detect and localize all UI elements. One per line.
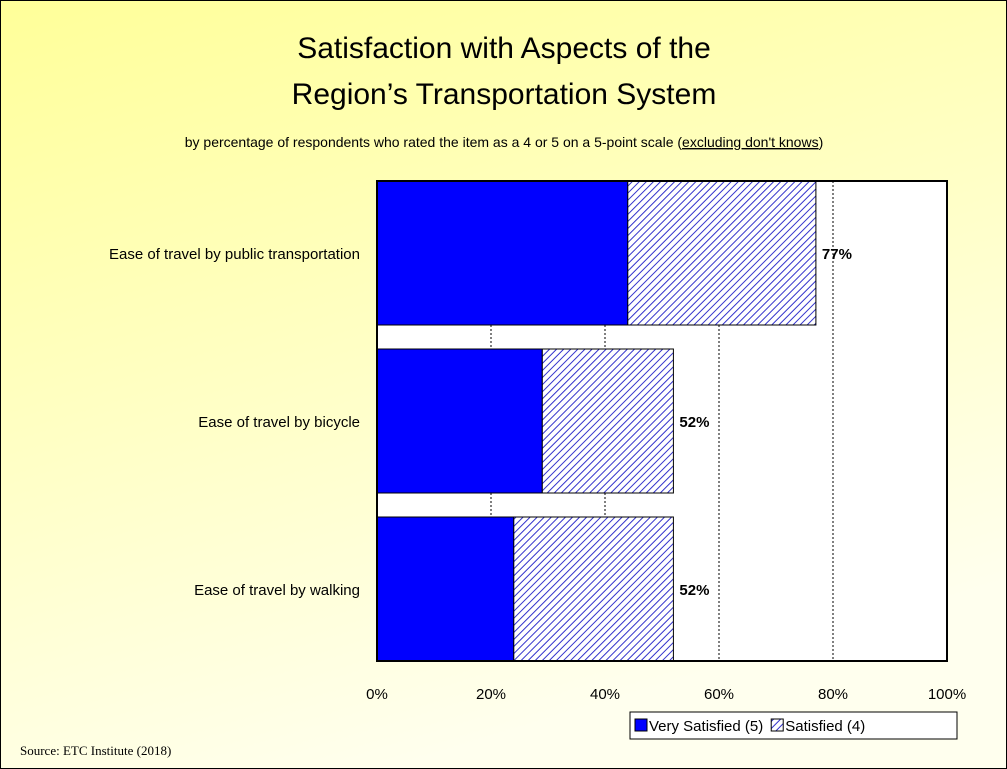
total-label: 52% [679,582,709,599]
bar-segment [376,516,515,662]
plot-border [376,180,948,662]
chart-title: Satisfaction with Aspects of the [297,32,711,65]
legend-label: Satisfied (4) [785,718,865,735]
chart-title: Region’s Transportation System [292,78,717,111]
x-tick-label: 60% [704,686,734,703]
legend-box [629,711,958,740]
y-tick-label: Ease of travel by public transportation [109,246,360,263]
legend-swatch [770,718,784,732]
source: Source: ETC Institute (2018) [20,743,171,758]
legend-swatch [634,718,648,732]
y-tick-label: Ease of travel by bicycle [198,414,360,431]
x-tick-label: 0% [366,686,388,703]
legend-label: Very Satisfied (5) [649,718,763,735]
x-tick-label: 80% [818,686,848,703]
bar-segment [541,348,674,494]
y-tick-label: Ease of travel by walking [194,582,360,599]
bar-segment [627,180,817,326]
subtitle: by percentage of respondents who rated t… [185,134,824,150]
bar-segment [376,348,543,494]
x-tick-label: 20% [476,686,506,703]
x-tick-label: 100% [928,686,966,703]
total-label: 52% [679,414,709,431]
bar-segment [513,516,674,662]
total-label: 77% [822,246,852,263]
x-tick-label: 40% [590,686,620,703]
bar-segment [376,180,629,326]
